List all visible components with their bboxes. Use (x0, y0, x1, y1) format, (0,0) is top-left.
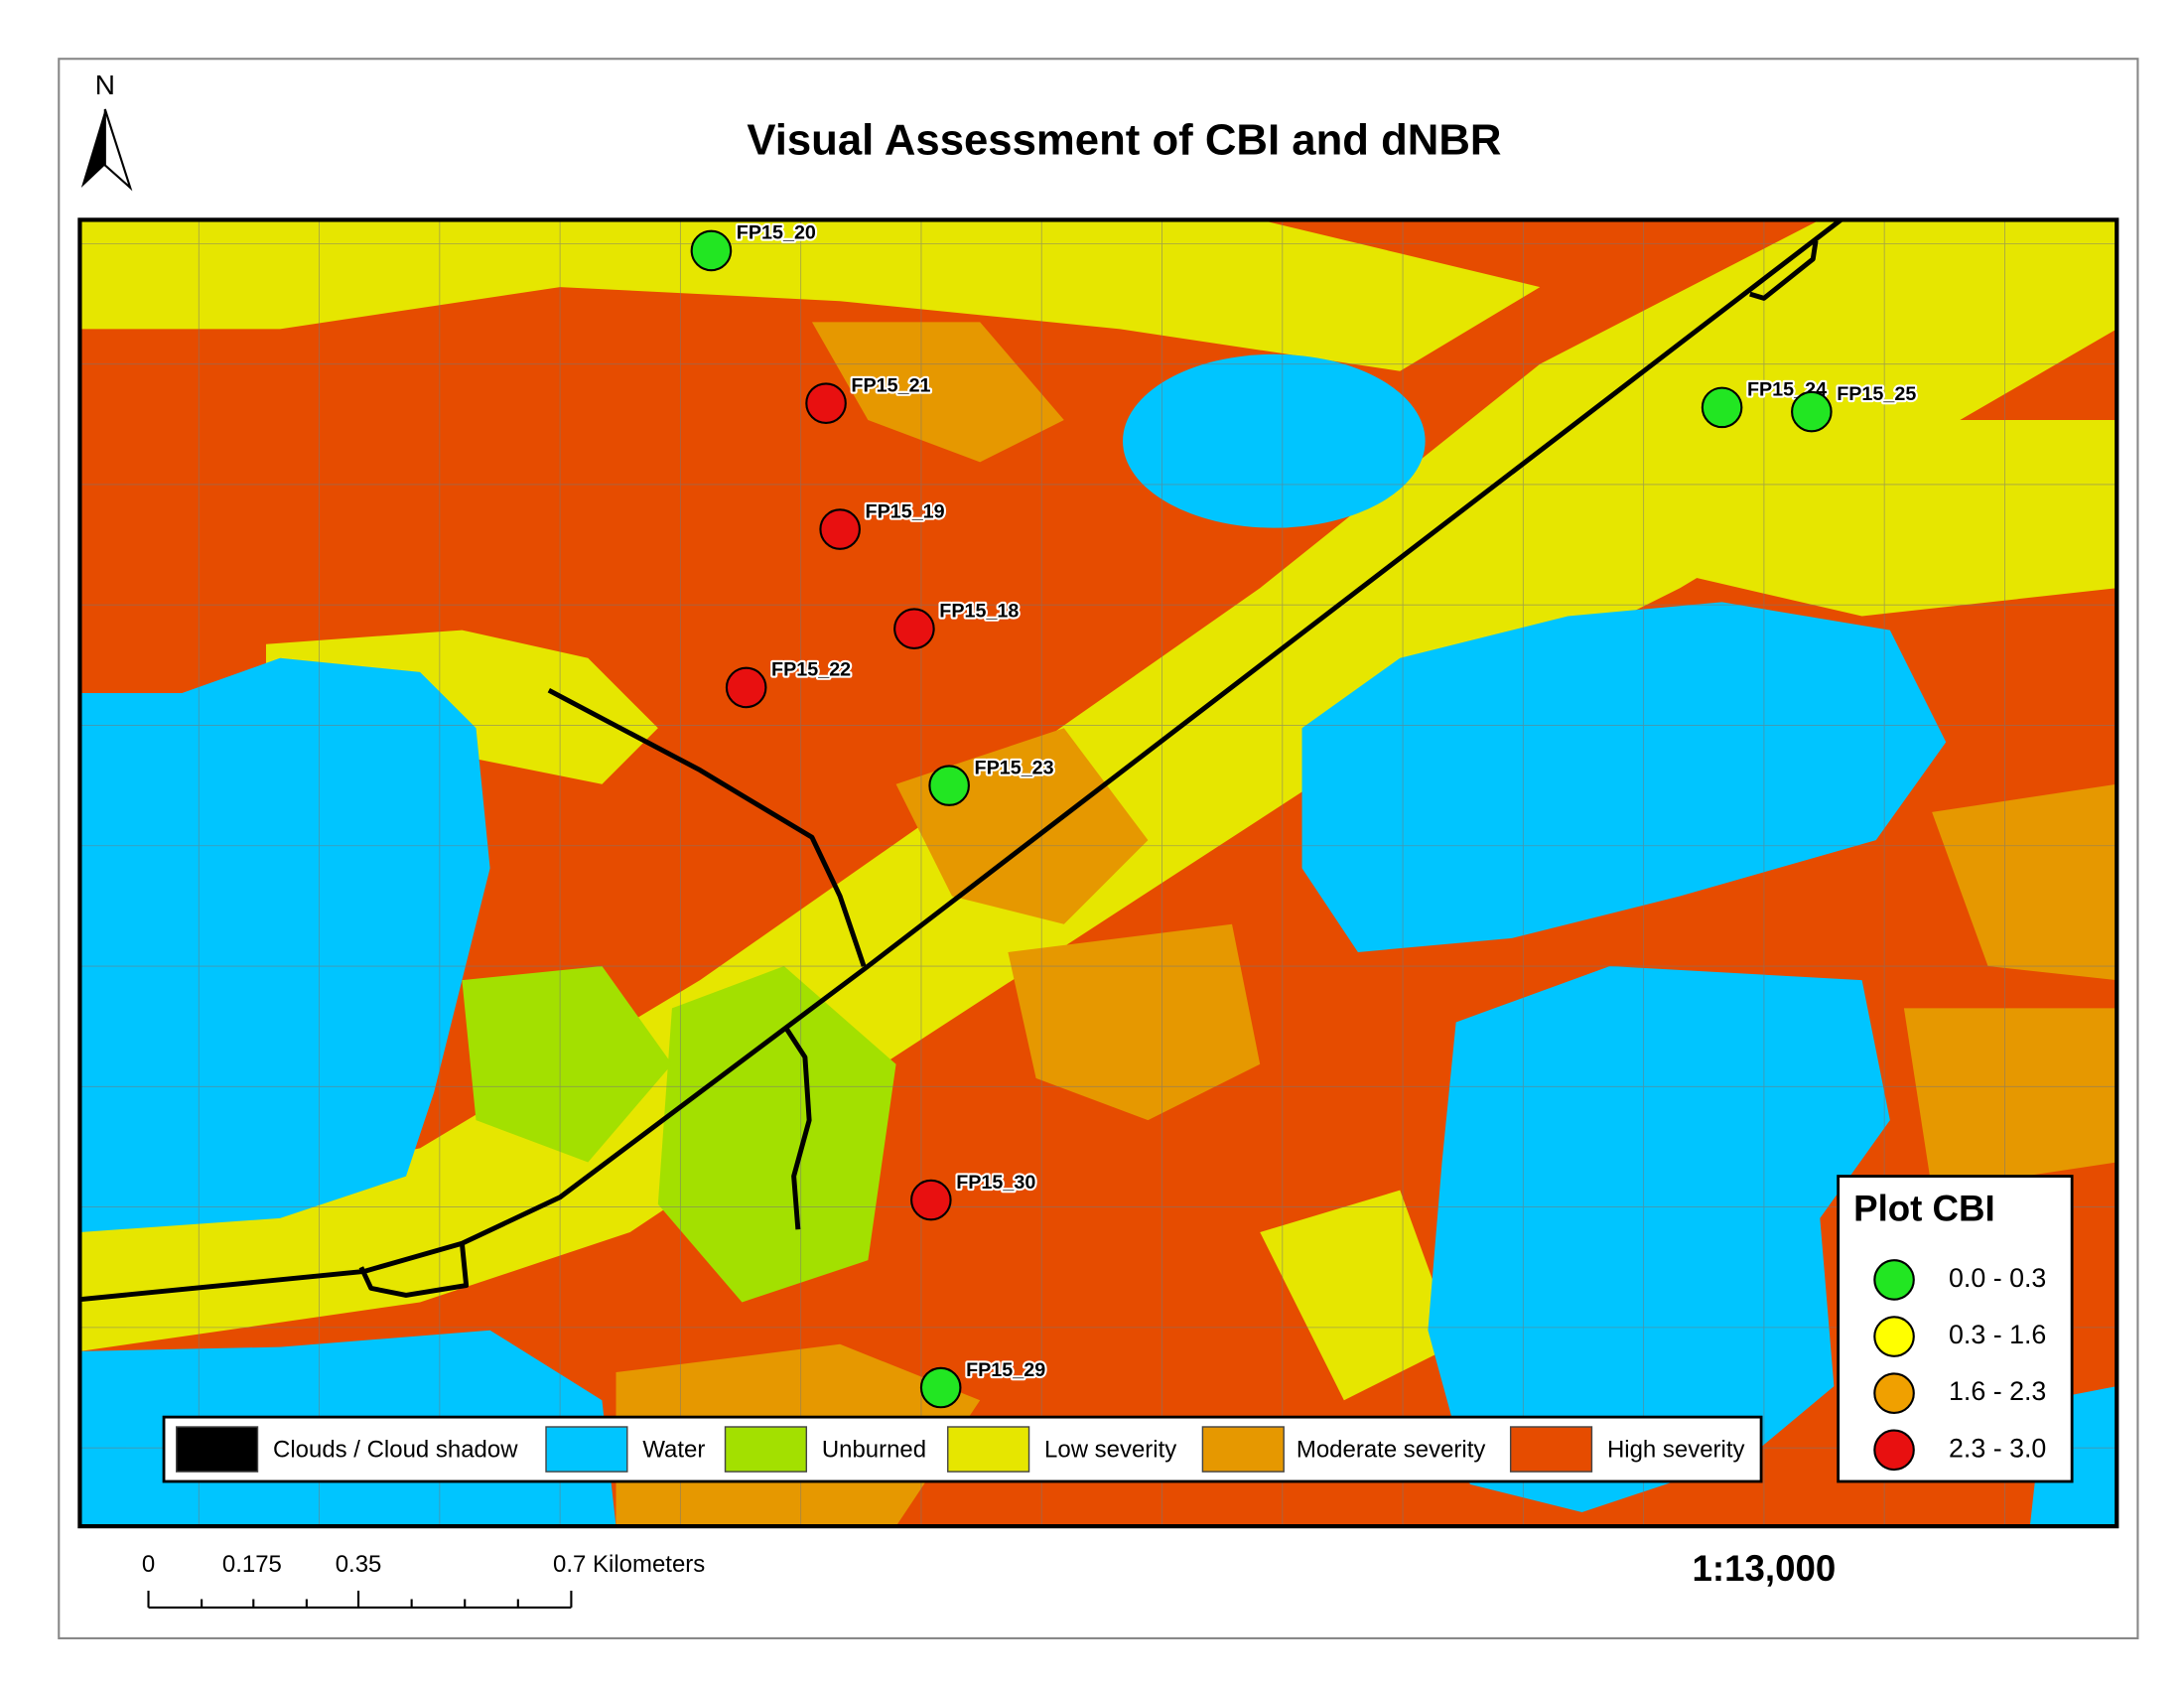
legend-symbol (1873, 1429, 1915, 1472)
legend-label: 0.0 - 0.3 (1949, 1263, 2046, 1293)
plot-label: FP15_22 (771, 659, 851, 681)
plot-point (919, 1366, 962, 1409)
plot-label: FP15_23 (975, 757, 1054, 778)
plot-point (928, 765, 970, 806)
legend-label: High severity (1607, 1436, 1745, 1463)
legend-swatch (724, 1426, 808, 1473)
plot-label: FP15_19 (866, 500, 945, 522)
plot-label: FP15_18 (939, 600, 1019, 622)
legend-swatch (947, 1426, 1030, 1473)
legend-symbol (1873, 1372, 1915, 1414)
legend-symbol (1873, 1259, 1915, 1301)
legend-swatch (1201, 1426, 1285, 1473)
cbi-legend-title: Plot CBI (1853, 1189, 1995, 1229)
scale-bar-label: 0 (142, 1551, 155, 1578)
legend-label: Water (642, 1436, 705, 1463)
plot-point (690, 229, 733, 272)
map-scale: 1:13,000 (1693, 1548, 1837, 1589)
legend-label: 1.6 - 2.3 (1949, 1376, 2046, 1406)
legend-label: Moderate severity (1297, 1436, 1486, 1463)
plot-label: FP15_29 (966, 1359, 1045, 1381)
scale-bar: 0 0.175 0.35 0.7 Kilometers (142, 1551, 705, 1609)
plot-points: FP15_20 FP15_21 FP15_19 FP15_18 FP15_22 FP15_… (690, 220, 1918, 1409)
legend-label: 0.3 - 1.6 (1949, 1320, 2046, 1349)
plot-point (1701, 386, 1743, 429)
legend-label: Low severity (1044, 1436, 1176, 1463)
plot-label: FP15_30 (956, 1172, 1035, 1194)
plot-point (725, 666, 767, 709)
scale-bar-label: 0.35 (336, 1551, 382, 1578)
dnbr-raster (79, 219, 2117, 1527)
plot-point (805, 382, 847, 424)
severity-legend: Clouds / Cloud shadow Water Unburned Low se… (162, 1415, 1763, 1483)
plot-point (893, 608, 935, 649)
plot-point (910, 1179, 952, 1221)
plot-label: FP15_21 (851, 374, 930, 396)
plot-label: FP15_25 (1837, 383, 1916, 405)
roads (79, 219, 1843, 1303)
legend-swatch (1509, 1426, 1593, 1473)
north-label: N (95, 69, 115, 100)
plot-point (819, 508, 861, 550)
map-title: Visual Assessment of CBI and dNBR (747, 115, 1501, 164)
scale-bar-label: 0.175 (222, 1551, 282, 1578)
legend-swatch (176, 1426, 259, 1473)
map-frame (77, 217, 2119, 1529)
legend-swatch (545, 1426, 628, 1473)
plot-label: FP15_20 (737, 222, 816, 244)
legend-label: 2.3 - 3.0 (1949, 1433, 2046, 1463)
legend-symbol (1873, 1316, 1915, 1357)
legend-label: Clouds / Cloud shadow (273, 1436, 518, 1463)
scale-bar-label: 0.7 Kilometers (553, 1551, 705, 1578)
legend-label: Unburned (822, 1436, 926, 1463)
plot-point (1791, 390, 1833, 433)
cbi-legend: Plot CBI 0.0 - 0.3 0.3 - 1.6 1.6 - 2.3 2.3 … (1837, 1175, 2074, 1483)
